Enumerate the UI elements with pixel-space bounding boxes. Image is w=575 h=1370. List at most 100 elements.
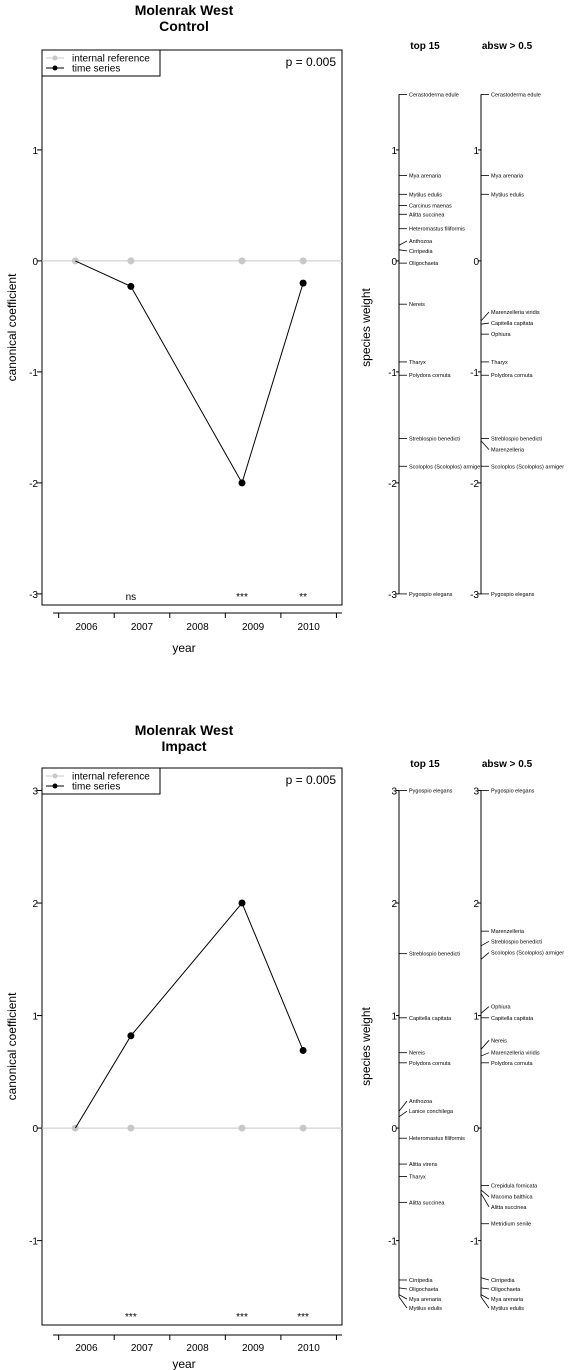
significance-label: ** — [299, 592, 307, 603]
significance-label: *** — [236, 1312, 248, 1323]
weight-tick-label: -2 — [470, 479, 479, 490]
species-label: Marenzelleria viridis — [491, 1051, 540, 1057]
species-label: Mya arenaria — [409, 173, 442, 179]
species-label: Nereis — [409, 302, 425, 308]
time-series-point — [127, 282, 135, 290]
weight-tick-label: 0 — [391, 257, 397, 268]
y-tick-label: 1 — [32, 1012, 38, 1023]
weight-column-title: top 15 — [410, 759, 440, 770]
species-label: Pygospio elegans — [409, 789, 453, 795]
x-tick-label: 2010 — [298, 622, 321, 633]
legend-box — [41, 767, 161, 795]
legend-marker — [52, 773, 58, 779]
species-label: Polydora cornuta — [491, 373, 534, 379]
species-weight-label: species weight — [359, 287, 373, 366]
species-label: Scoloplos (Scoloplos) armiger — [491, 951, 564, 957]
species-connector — [480, 1294, 490, 1300]
species-label: Tharyx — [409, 1174, 426, 1180]
p-value: p = 0.005 — [286, 773, 337, 787]
time-series-point — [299, 1046, 307, 1054]
weight-tick-label: -3 — [388, 590, 397, 601]
y-axis-label: canonical coefficient — [5, 273, 19, 382]
species-connector — [480, 1193, 490, 1208]
species-label: Oligochaeta — [409, 261, 439, 267]
significance-label: *** — [236, 592, 248, 603]
species-connector — [480, 1287, 490, 1290]
plot-frame — [41, 49, 343, 606]
species-label: Capitella capitata — [491, 321, 534, 327]
species-connector — [398, 249, 408, 252]
species-label: Cerastoderma edule — [409, 92, 459, 98]
species-label: Anthozoa — [409, 239, 433, 245]
species-label: Macoma balthica — [491, 1195, 534, 1201]
weight-tick-label: -1 — [388, 368, 397, 379]
species-connector — [480, 1296, 490, 1309]
legend-marker — [52, 783, 58, 789]
weight-tick-label: 2 — [391, 899, 397, 910]
weight-column-title: absw > 0.5 — [482, 759, 533, 770]
legend-box — [41, 49, 161, 77]
species-connector — [480, 1277, 490, 1281]
species-label: Oligochaeta — [409, 1287, 439, 1293]
species-label: Nereis — [409, 1051, 425, 1057]
y-tick-label: -2 — [29, 479, 38, 490]
weight-tick-label: -1 — [388, 1237, 397, 1248]
y-tick-label: 2 — [32, 899, 38, 910]
x-tick-label: 2008 — [186, 1343, 209, 1354]
y-tick-label: -3 — [29, 590, 38, 601]
species-label: Ophiura — [491, 1005, 512, 1011]
y-axis-label: canonical coefficient — [5, 992, 19, 1101]
x-tick-label: 2009 — [242, 1343, 265, 1354]
species-connector — [398, 1110, 408, 1118]
weight-tick-label: -1 — [470, 368, 479, 379]
species-label: Capitella capitata — [491, 1016, 534, 1022]
significance-label: *** — [125, 1312, 137, 1323]
species-connector — [480, 940, 490, 947]
species-connector — [480, 1052, 490, 1057]
weight-tick-label: -2 — [388, 479, 397, 490]
species-label: Marenzelleria viridis — [491, 310, 540, 316]
weight-tick-label: 0 — [473, 257, 479, 268]
species-label: Mytilus edulis — [491, 192, 524, 198]
weight-tick-label: -3 — [470, 590, 479, 601]
reference-point — [127, 1124, 135, 1132]
species-label: Alitta succinea — [491, 1205, 527, 1211]
x-tick-label: 2010 — [298, 1343, 321, 1354]
species-label: Cirripedia — [491, 1278, 515, 1284]
species-label: Streblospio benedicti — [409, 952, 460, 958]
y-tick-label: 0 — [32, 257, 38, 268]
species-label: Carcinus maenas — [409, 203, 452, 209]
species-label: Cerastoderma edule — [491, 92, 541, 98]
species-label: Polydora cornuta — [409, 1061, 452, 1067]
species-label: Tharyx — [409, 360, 426, 366]
reference-point — [127, 257, 135, 265]
x-tick-label: 2006 — [75, 1343, 98, 1354]
chart-title-line: Control — [159, 18, 209, 34]
species-label: Marenzelleria — [491, 929, 525, 935]
time-series-line — [74, 902, 304, 1129]
p-value: p = 0.005 — [286, 55, 337, 69]
x-tick-label: 2007 — [131, 622, 154, 633]
species-label: Anthozoa — [409, 1099, 433, 1105]
species-connector — [398, 1100, 408, 1112]
species-label: Mya arenaria — [409, 1297, 442, 1303]
weight-tick-label: 1 — [391, 146, 397, 157]
species-connector — [398, 240, 408, 246]
x-tick-label: 2008 — [186, 622, 209, 633]
weight-tick-label: 1 — [473, 1012, 479, 1023]
species-connector — [480, 440, 490, 450]
weight-tick-label: 3 — [391, 787, 397, 798]
y-tick-label: -1 — [29, 1237, 38, 1248]
species-label: Heteromastus filiformis — [409, 1136, 465, 1142]
species-label: Nereis — [491, 1038, 507, 1044]
chart-title-line: Impact — [161, 738, 206, 754]
time-series-point — [299, 279, 307, 287]
weight-tick-label: 1 — [473, 146, 479, 157]
weight-tick-label: 0 — [391, 1124, 397, 1135]
y-tick-label: 0 — [32, 1124, 38, 1135]
y-tick-label: -1 — [29, 368, 38, 379]
y-tick-label: 3 — [32, 787, 38, 798]
species-label: Streblospio benedicti — [491, 939, 542, 945]
